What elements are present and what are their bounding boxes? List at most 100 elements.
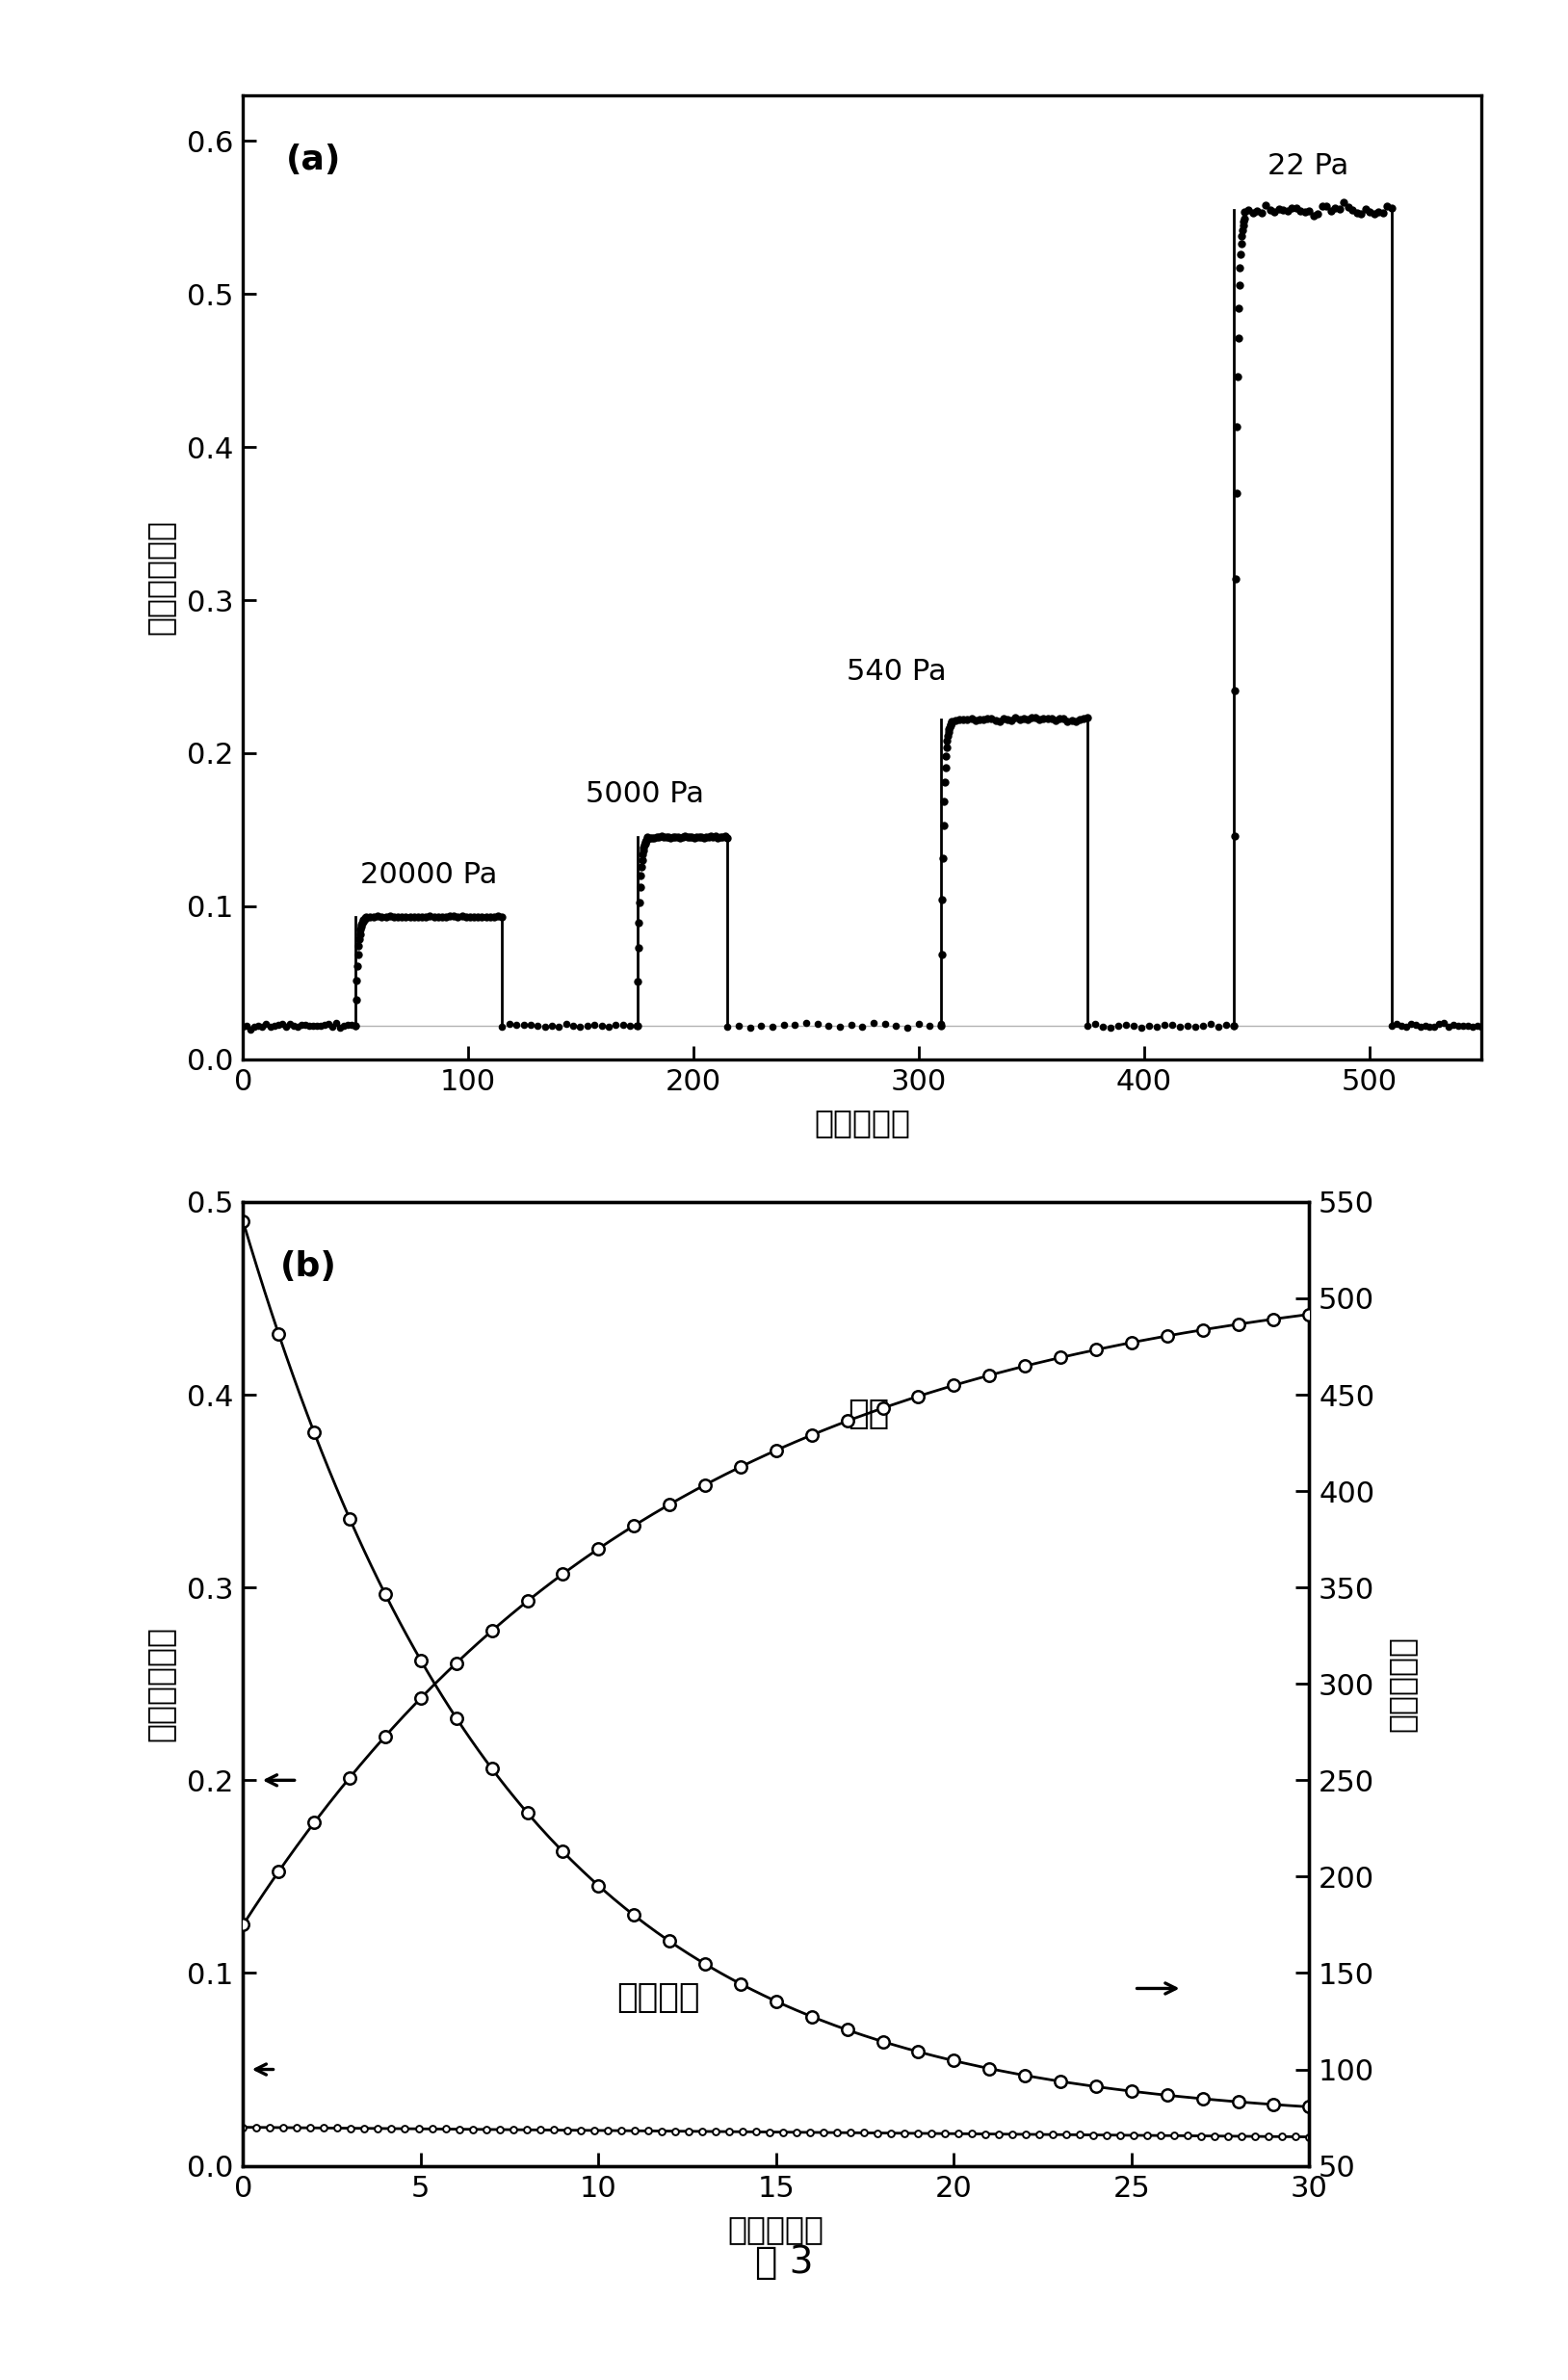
Point — [373, 897, 398, 935]
Point — [397, 897, 422, 935]
Point — [450, 897, 475, 935]
Point — [1145, 1009, 1170, 1047]
Point — [337, 1759, 362, 1797]
Point — [649, 2111, 674, 2149]
Point — [1258, 190, 1283, 228]
Point — [296, 1007, 321, 1045]
Text: 图 3: 图 3 — [754, 2244, 814, 2280]
Point — [1245, 193, 1270, 231]
Point — [972, 2116, 997, 2154]
Point — [1229, 226, 1254, 264]
Point — [632, 828, 657, 866]
Point — [710, 819, 735, 857]
Point — [345, 947, 370, 985]
Point — [257, 2109, 282, 2147]
Point — [1215, 2118, 1240, 2156]
Point — [541, 2111, 566, 2149]
Point — [503, 1004, 528, 1042]
Point — [517, 1007, 543, 1045]
Point — [701, 819, 726, 857]
Point — [1331, 183, 1356, 221]
Point — [684, 819, 709, 857]
Point — [1250, 193, 1275, 231]
Point — [693, 1466, 718, 1504]
Point — [379, 2109, 405, 2147]
Point — [486, 897, 511, 935]
Point — [474, 897, 499, 935]
Point — [1047, 700, 1073, 738]
Point — [254, 1004, 279, 1042]
Point — [960, 700, 985, 738]
Point — [1380, 188, 1405, 226]
Point — [301, 1414, 326, 1452]
Point — [1385, 1004, 1410, 1042]
Point — [850, 1009, 875, 1047]
Point — [687, 819, 712, 857]
Point — [550, 1554, 575, 1592]
Point — [677, 819, 702, 857]
Point — [1399, 1004, 1424, 1042]
Point — [281, 1007, 306, 1045]
Point — [1135, 2116, 1160, 2154]
Point — [770, 2113, 795, 2152]
Point — [336, 1007, 361, 1045]
Point — [1358, 193, 1383, 231]
Point — [1047, 2063, 1073, 2102]
Point — [320, 1007, 345, 1045]
Point — [878, 2113, 903, 2152]
Point — [478, 897, 503, 935]
Point — [1058, 702, 1083, 740]
Point — [1309, 188, 1334, 226]
Point — [370, 897, 395, 935]
Point — [437, 897, 463, 935]
Point — [347, 921, 372, 959]
Point — [737, 1009, 762, 1047]
Point — [793, 1004, 818, 1042]
Point — [618, 1007, 643, 1045]
Point — [270, 1004, 295, 1042]
Point — [514, 1795, 539, 1833]
Point — [1094, 2116, 1120, 2154]
Point — [442, 897, 467, 935]
Point — [422, 897, 447, 935]
Point — [392, 2109, 417, 2147]
Point — [365, 897, 390, 935]
Point — [604, 1007, 629, 1045]
Point — [624, 1007, 649, 1045]
Point — [389, 897, 414, 935]
Point — [1279, 190, 1305, 228]
Point — [1408, 1007, 1433, 1045]
Point — [1221, 1007, 1247, 1045]
Point — [582, 2111, 607, 2149]
Point — [1323, 190, 1348, 228]
X-axis label: 时间（秒）: 时间（秒） — [814, 1107, 911, 1140]
Point — [935, 716, 960, 754]
Point — [861, 1004, 886, 1042]
Point — [622, 2111, 648, 2149]
Point — [996, 700, 1021, 738]
Point — [586, 1866, 612, 1904]
Point — [1270, 2118, 1295, 2156]
Point — [906, 2033, 931, 2071]
Point — [800, 1416, 825, 1454]
Point — [265, 1007, 290, 1045]
Point — [895, 1009, 920, 1047]
Point — [1068, 700, 1093, 738]
Point — [1225, 474, 1250, 512]
Point — [971, 700, 996, 738]
Point — [1228, 236, 1253, 274]
Point — [967, 700, 993, 738]
Point — [627, 869, 652, 907]
Point — [238, 1012, 263, 1050]
Point — [358, 897, 383, 935]
Point — [654, 819, 679, 857]
Text: (a): (a) — [287, 143, 342, 176]
Point — [459, 2111, 485, 2149]
Point — [230, 1007, 256, 1045]
Point — [466, 897, 491, 935]
Point — [284, 2109, 309, 2147]
Point — [633, 823, 659, 862]
Point — [273, 1009, 298, 1047]
Point — [1162, 2116, 1187, 2154]
Point — [1221, 1007, 1247, 1045]
